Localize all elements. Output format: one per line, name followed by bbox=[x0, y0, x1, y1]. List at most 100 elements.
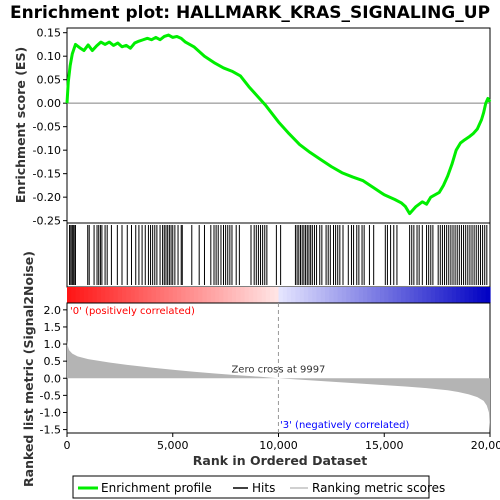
rank-color-cell bbox=[363, 287, 368, 303]
rank-color-cell bbox=[134, 287, 140, 303]
rank-color-cell bbox=[278, 287, 284, 303]
rank-color-cell bbox=[198, 287, 203, 303]
rank-color-cell bbox=[350, 287, 356, 303]
rank-color-cell bbox=[337, 287, 343, 303]
rank-color-cell bbox=[341, 287, 347, 303]
chart-title: Enrichment plot: HALLMARK_KRAS_SIGNALING… bbox=[10, 3, 490, 23]
rank-color-cell bbox=[464, 287, 470, 303]
rank-color-cell bbox=[295, 287, 301, 303]
rank-color-cell bbox=[367, 287, 373, 303]
rank-color-cell bbox=[96, 287, 102, 303]
legend-metric-label: Ranking metric scores bbox=[312, 481, 445, 495]
rank-color-cell bbox=[312, 287, 318, 303]
rank-color-cell bbox=[329, 287, 335, 303]
x-tick-label: 5,000 bbox=[157, 439, 189, 452]
positive-correlated-label: '0' (positively correlated) bbox=[70, 306, 195, 317]
legend-hits-label: Hits bbox=[252, 481, 275, 495]
rank-color-cell bbox=[443, 287, 449, 303]
rank-color-cell bbox=[396, 287, 402, 303]
rank-color-cell bbox=[231, 287, 237, 303]
metric-y-tick-label: -0.5 bbox=[40, 389, 61, 402]
metric-y-axis-label: Ranked list metric (Signal2Noise) bbox=[21, 251, 36, 487]
rank-color-cell bbox=[392, 287, 398, 303]
rank-color-cell bbox=[282, 287, 288, 303]
rank-color-cell bbox=[79, 287, 85, 303]
rank-color-cell bbox=[219, 287, 225, 303]
es-y-tick-label: 0.05 bbox=[37, 74, 62, 87]
rank-color-cell bbox=[401, 287, 406, 303]
rank-color-cell bbox=[88, 287, 93, 303]
rank-color-cell bbox=[468, 287, 474, 303]
rank-color-cell bbox=[447, 287, 453, 303]
rank-color-cell bbox=[168, 287, 174, 303]
rank-color-cell bbox=[418, 287, 423, 303]
rank-color-cell bbox=[354, 287, 360, 303]
rank-color-cell bbox=[316, 287, 322, 303]
rank-color-cell bbox=[384, 287, 390, 303]
rank-color-cell bbox=[261, 287, 267, 303]
rank-color-cell bbox=[67, 287, 72, 303]
rank-color-cell bbox=[253, 287, 258, 303]
rank-color-cell bbox=[481, 287, 487, 303]
zero-cross-label: Zero cross at 9997 bbox=[231, 364, 325, 375]
rank-color-cell bbox=[257, 287, 263, 303]
rank-color-cell bbox=[375, 287, 381, 303]
rank-color-cell bbox=[206, 287, 212, 303]
rank-color-cell bbox=[274, 287, 280, 303]
metric-y-tick-label: 1.0 bbox=[44, 338, 62, 351]
rank-color-cell bbox=[164, 287, 170, 303]
rank-color-cell bbox=[189, 287, 195, 303]
rank-color-cell bbox=[422, 287, 428, 303]
metric-y-tick-label: 0.0 bbox=[44, 372, 62, 385]
rank-color-cell bbox=[333, 287, 339, 303]
rank-color-cell bbox=[185, 287, 191, 303]
rank-color-cell bbox=[160, 287, 165, 303]
rank-color-cell bbox=[371, 287, 377, 303]
es-y-tick-label: 0.15 bbox=[37, 27, 62, 40]
x-tick-label: 0 bbox=[64, 439, 71, 452]
rank-color-cell bbox=[456, 287, 461, 303]
es-y-tick-label: -0.25 bbox=[33, 215, 61, 228]
rank-color-cell bbox=[485, 287, 491, 303]
ranking-metric-area bbox=[67, 340, 490, 432]
rank-color-cell bbox=[193, 287, 199, 303]
rank-color-cell bbox=[92, 287, 98, 303]
rank-color-cell bbox=[460, 287, 466, 303]
rank-color-cell bbox=[138, 287, 144, 303]
metric-y-tick-label: -1.5 bbox=[40, 424, 61, 437]
rank-color-cell bbox=[126, 287, 132, 303]
rank-color-cell bbox=[435, 287, 440, 303]
rank-color-cell bbox=[121, 287, 127, 303]
es-y-tick-label: 0.00 bbox=[37, 97, 62, 110]
rank-color-cell bbox=[105, 287, 110, 303]
x-axis-label: Rank in Ordered Dataset bbox=[193, 453, 367, 468]
rank-color-cell bbox=[473, 287, 478, 303]
rank-color-cell bbox=[71, 287, 77, 303]
negative-correlated-label: '3' (negatively correlated) bbox=[280, 420, 409, 431]
rank-color-cell bbox=[75, 287, 81, 303]
rank-color-cell bbox=[143, 287, 148, 303]
legend-enrichment-label: Enrichment profile bbox=[101, 481, 212, 495]
metric-y-tick-label: -1.0 bbox=[40, 406, 61, 419]
rank-color-cell bbox=[426, 287, 432, 303]
rank-color-cell bbox=[346, 287, 352, 303]
x-tick-label: 15,000 bbox=[365, 439, 404, 452]
rank-color-cell bbox=[227, 287, 233, 303]
rank-color-cell bbox=[176, 287, 182, 303]
rank-color-cell bbox=[265, 287, 271, 303]
rank-color-cell bbox=[409, 287, 415, 303]
rank-color-cell bbox=[308, 287, 313, 303]
metric-y-tick-label: 2.0 bbox=[44, 304, 62, 317]
x-tick-label: 10,000 bbox=[259, 439, 298, 452]
hits-ticks bbox=[69, 225, 488, 285]
rank-color-cell bbox=[240, 287, 246, 303]
rank-color-cell bbox=[117, 287, 123, 303]
rank-color-cell bbox=[358, 287, 364, 303]
rank-color-cell bbox=[151, 287, 157, 303]
enrichment-profile-line bbox=[65, 33, 492, 216]
es-panel-frame bbox=[66, 27, 491, 224]
rank-color-cell bbox=[477, 287, 483, 303]
rank-color-cell bbox=[405, 287, 411, 303]
rank-color-cell bbox=[236, 287, 242, 303]
